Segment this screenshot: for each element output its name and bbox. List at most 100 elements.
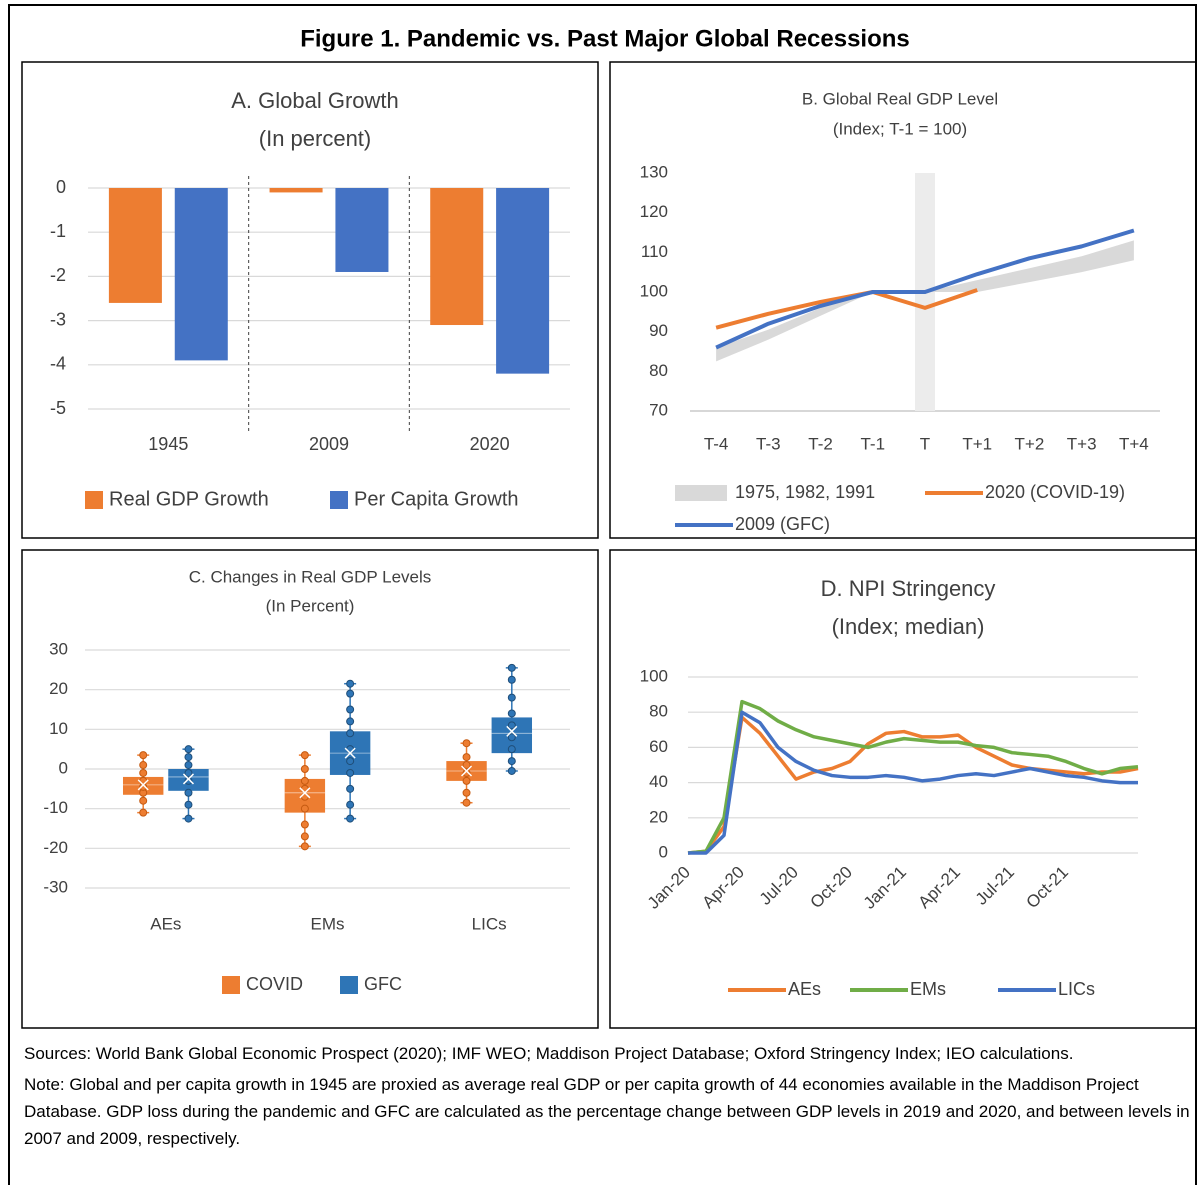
legend-label: 1975, 1982, 1991	[735, 482, 875, 502]
legend-label: 2020 (COVID-19)	[985, 482, 1125, 502]
x-tick-label: T+4	[1119, 434, 1149, 453]
mean-marker	[506, 725, 518, 737]
y-tick-label: 40	[649, 772, 668, 791]
data-point	[462, 761, 471, 770]
data-point	[184, 745, 193, 754]
x-tick-label: T-4	[704, 434, 729, 453]
x-tick-label: AEs	[150, 914, 181, 933]
panel-border	[609, 549, 1197, 1029]
y-tick-label: 30	[49, 639, 68, 658]
x-tick-label: LICs	[472, 914, 507, 933]
mean-marker	[344, 747, 356, 759]
y-tick-label: -10	[43, 798, 68, 817]
x-tick-label: T+1	[962, 434, 992, 453]
x-tick-label: EMs	[311, 914, 345, 933]
legend-label: 2009 (GFC)	[735, 514, 830, 534]
data-point	[507, 693, 516, 702]
x-tick-label: T	[920, 434, 930, 453]
y-tick-label: 20	[649, 807, 668, 826]
panel-border	[609, 61, 1197, 539]
chart-subtitle: (In percent)	[259, 126, 372, 151]
range-band	[716, 240, 1134, 362]
data-point	[300, 804, 309, 813]
data-point	[346, 689, 355, 698]
mean-marker	[299, 787, 311, 799]
line	[687, 699, 1139, 855]
x-tick-label: Apr-20	[698, 863, 748, 913]
panel-border	[21, 549, 599, 1029]
y-tick-label: 100	[640, 666, 668, 685]
data-point	[507, 733, 516, 742]
data-point	[462, 768, 471, 777]
data-point	[462, 753, 471, 762]
chart-title: B. Global Real GDP Level	[802, 89, 998, 108]
legend-label: AEs	[788, 979, 821, 999]
legend-marker	[675, 485, 727, 501]
y-tick-label: 120	[640, 202, 668, 221]
y-tick-label: -4	[50, 354, 66, 374]
data-point	[184, 761, 193, 770]
line	[715, 288, 978, 330]
line	[688, 710, 1138, 855]
data-point	[184, 800, 193, 809]
data-point	[507, 766, 516, 775]
y-tick-label: 20	[49, 679, 68, 698]
data-point	[346, 717, 355, 726]
bar	[269, 188, 323, 193]
chart-subtitle: (Index; T-1 = 100)	[833, 119, 967, 138]
legend-marker	[85, 491, 103, 509]
x-tick-label: Jan-20	[644, 863, 694, 913]
panel-border	[21, 61, 599, 539]
x-tick-label: Apr-21	[914, 863, 964, 913]
legend-label: Per Capita Growth	[354, 488, 519, 510]
x-tick-label: Jul-21	[972, 863, 1018, 909]
data-point	[184, 768, 193, 777]
x-tick-label: Oct-20	[806, 863, 856, 913]
y-tick-label: 90	[649, 321, 668, 340]
sources: Sources: World Bank Global Economic Pros…	[24, 1044, 1074, 1063]
data-point	[507, 757, 516, 766]
data-point	[346, 784, 355, 793]
data-point	[346, 757, 355, 766]
x-tick-label: T-3	[756, 434, 781, 453]
data-point	[507, 745, 516, 754]
y-tick-label: 10	[49, 719, 68, 738]
x-tick-label: Oct-21	[1022, 863, 1072, 913]
data-point	[462, 776, 471, 785]
x-tick-label: Jan-21	[860, 863, 910, 913]
y-tick-label: 0	[56, 177, 66, 197]
line	[687, 715, 1139, 855]
data-point	[346, 768, 355, 777]
chart-subtitle: (Index; median)	[832, 614, 985, 639]
y-tick-label: 70	[649, 400, 668, 419]
data-point	[346, 800, 355, 809]
data-point	[300, 776, 309, 785]
data-point	[346, 729, 355, 738]
data-point	[139, 761, 148, 770]
chart-subtitle: (In Percent)	[266, 596, 355, 615]
y-tick-label: 80	[649, 361, 668, 380]
mean-marker	[461, 765, 473, 777]
line	[715, 228, 1135, 350]
data-point	[184, 776, 193, 785]
bar	[174, 188, 228, 361]
x-tick-label: Jul-20	[756, 863, 802, 909]
data-point	[507, 721, 516, 730]
data-point	[462, 788, 471, 797]
x-tick-label: 1945	[148, 434, 188, 454]
data-point	[300, 765, 309, 773]
chart-title: D. NPI Stringency	[821, 576, 996, 601]
bar	[430, 188, 484, 326]
x-tick-label: T+2	[1015, 434, 1045, 453]
chart-title: A. Global Growth	[231, 88, 399, 113]
mean-marker	[137, 779, 149, 791]
note: Note: Global and per capita growth in 19…	[24, 1075, 1190, 1148]
bar	[108, 188, 162, 303]
data-point	[139, 768, 148, 777]
y-tick-label: -1	[50, 221, 66, 241]
data-point	[462, 739, 471, 748]
data-point	[300, 842, 309, 851]
legend-label: GFC	[364, 974, 402, 994]
x-tick-label: T-2	[808, 434, 833, 453]
